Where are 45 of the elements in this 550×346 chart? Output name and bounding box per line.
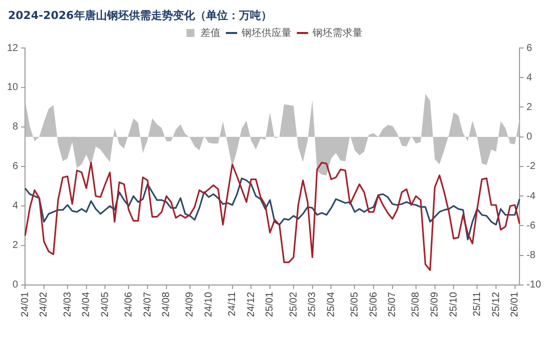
x-tick-label: 24/12 bbox=[246, 292, 257, 318]
y-tick-label: 2 bbox=[12, 240, 19, 252]
y-tick-label: 10 bbox=[7, 82, 19, 94]
y2-tick-label: -8 bbox=[526, 250, 536, 262]
x-tick-label: 24/07 bbox=[142, 292, 154, 318]
y2-tick-label: 0 bbox=[526, 132, 533, 143]
y2-tick-label: -2 bbox=[526, 161, 536, 172]
x-tick-label: 25/12 bbox=[490, 292, 502, 318]
x-tick-label: 26/01 bbox=[510, 292, 521, 318]
y2-tick-label: 4 bbox=[526, 72, 533, 84]
x-tick-label: 25/09 bbox=[430, 292, 441, 318]
x-tick-label: 24/05 bbox=[100, 292, 111, 318]
y-tick-label: 0 bbox=[12, 280, 19, 291]
y-tick-label: 6 bbox=[12, 161, 19, 172]
x-tick-label: 24/10 bbox=[204, 292, 215, 318]
y2-tick-label: -4 bbox=[526, 190, 536, 202]
x-tick-label: 25/07 bbox=[387, 292, 398, 318]
legend-label: 钢坯需求量 bbox=[312, 26, 362, 39]
x-tick-label: 25/01 bbox=[264, 292, 276, 318]
x-tick-label: 24/04 bbox=[81, 292, 92, 318]
x-tick-label: 25/06 bbox=[368, 292, 380, 318]
x-tick-label: 25/08 bbox=[410, 292, 422, 318]
y2-tick-label: 6 bbox=[526, 42, 533, 54]
x-tick-label: 24/09 bbox=[184, 292, 196, 318]
legend-label: 钢坯供应量 bbox=[240, 26, 292, 39]
chart-title: 2024-2026年唐山钢坯供需走势变化（单位：万吨） bbox=[8, 8, 272, 23]
legend-label: 差值 bbox=[200, 26, 220, 39]
x-tick-label: 25/05 bbox=[349, 292, 360, 318]
y2-tick-label: -10 bbox=[526, 280, 542, 291]
x-tick-label: 24/08 bbox=[161, 292, 172, 318]
x-tick-label: 25/10 bbox=[448, 292, 460, 318]
x-tick-label: 24/06 bbox=[123, 292, 134, 318]
x-tick-label: 25/11 bbox=[472, 292, 483, 316]
x-tick-label: 25/03 bbox=[307, 292, 318, 318]
y2-tick-label: -6 bbox=[526, 220, 536, 232]
y-tick-label: 4 bbox=[12, 200, 19, 212]
y2-tick-label: 2 bbox=[526, 102, 533, 113]
x-tick-label: 25/02 bbox=[288, 292, 300, 318]
x-tick-label: 24/11 bbox=[227, 292, 238, 316]
y-tick-label: 12 bbox=[7, 42, 19, 54]
x-tick-label: 25/04 bbox=[326, 292, 337, 318]
y-tick-label: 8 bbox=[12, 122, 19, 133]
x-tick-label: 24/01 bbox=[20, 292, 31, 318]
x-tick-label: 24/02 bbox=[38, 292, 50, 318]
x-tick-label: 24/03 bbox=[62, 292, 74, 318]
